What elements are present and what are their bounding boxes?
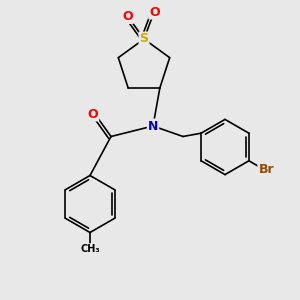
Text: Br: Br bbox=[258, 163, 274, 176]
Text: O: O bbox=[149, 5, 160, 19]
Text: CH₃: CH₃ bbox=[80, 244, 100, 254]
Text: O: O bbox=[88, 107, 98, 121]
Text: S: S bbox=[140, 32, 148, 46]
Text: N: N bbox=[148, 119, 158, 133]
Text: O: O bbox=[122, 10, 133, 23]
